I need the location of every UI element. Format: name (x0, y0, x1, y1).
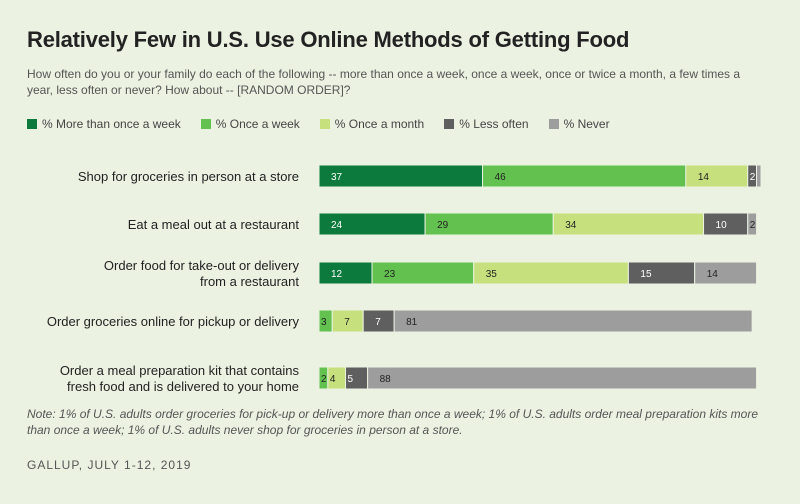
bar-value-label: 7 (344, 317, 350, 328)
bar-value-label: 2 (750, 220, 756, 231)
bar-value-label: 10 (716, 220, 728, 231)
chart-subtitle: How often do you or your family do each … (27, 67, 741, 97)
bar-segment-shop-in-store-never (756, 164, 762, 188)
chart-note: Note: 1% of U.S. adults order groceries … (27, 407, 759, 437)
chart-legend: % More than once a week % Once a week % … (27, 117, 630, 131)
category-label-takeout-delivery: Order food for take-out or delivery from … (104, 258, 300, 289)
legend-item-more-than-once-week: % More than once a week (27, 117, 181, 131)
legend-swatch-once-month (319, 119, 330, 129)
bar-value-label: 12 (331, 269, 343, 280)
legend-label-once-month: % Once a month (334, 117, 425, 131)
chart-source: GALLUP, JULY 1-12, 2019 (27, 458, 192, 472)
category-label-eat-out: Eat a meal out at a restaurant (128, 217, 300, 232)
category-label-shop-in-store: Shop for groceries in person at a store (78, 169, 299, 184)
bar-value-label: 5 (348, 374, 354, 385)
bar-segment-shop-in-store-more-than-once-week (318, 164, 484, 188)
bar-value-label: 81 (406, 317, 418, 328)
legend-label-more-than-once-week: % More than once a week (42, 117, 181, 131)
bar-segment-groceries-online-never (393, 309, 753, 333)
bar-value-label: 14 (698, 172, 710, 183)
bar-value-label: 23 (384, 269, 396, 280)
legend-swatch-never (548, 119, 559, 129)
legend-item-never: % Never (548, 117, 610, 131)
bar-value-label: 2 (321, 374, 327, 385)
legend-label-never: % Never (563, 117, 610, 131)
legend-item-once-week: % Once a week (200, 117, 300, 131)
bar-segment-takeout-delivery-more-than-once-week (318, 261, 373, 285)
bar-value-label: 29 (437, 220, 449, 231)
bar-segment-takeout-delivery-never (694, 261, 758, 285)
category-label-meal-kit: Order a meal preparation kit that contai… (60, 363, 300, 394)
bar-segment-shop-in-store-once-month (685, 164, 749, 188)
bar-value-label: 35 (486, 269, 498, 280)
legend-swatch-less-often (444, 119, 455, 129)
legend-swatch-more-than-once-week (27, 119, 37, 129)
legend-item-once-month: % Once a month (319, 117, 425, 131)
bar-value-label: 46 (495, 172, 507, 183)
bar-value-label: 2 (750, 172, 756, 183)
legend-swatch-once-week (200, 119, 211, 129)
bar-value-label: 24 (331, 220, 343, 231)
legend-item-less-often: % Less often (444, 117, 529, 131)
bar-value-label: 14 (707, 269, 719, 280)
bar-segment-meal-kit-never (367, 366, 758, 390)
bar-segment-eat-out-never (747, 212, 758, 236)
chart-title: Relatively Few in U.S. Use Online Method… (27, 27, 630, 52)
bar-value-label: 3 (321, 317, 327, 328)
bar-value-label: 15 (640, 269, 652, 280)
bar-value-label: 37 (331, 172, 343, 183)
legend-label-once-week: % Once a week (215, 117, 300, 131)
bar-segment-shop-in-store-once-week (482, 164, 687, 188)
bar-value-label: 34 (565, 220, 577, 231)
bar-segment-takeout-delivery-less-often (627, 261, 696, 285)
bar-value-label: 4 (330, 374, 336, 385)
bar-value-label: 88 (380, 374, 392, 385)
category-label-groceries-online: Order groceries online for pickup or del… (47, 314, 300, 329)
bar-segment-takeout-delivery-once-month (473, 261, 629, 285)
bar-value-label: 7 (375, 317, 381, 328)
legend-label-less-often: % Less often (459, 117, 529, 131)
